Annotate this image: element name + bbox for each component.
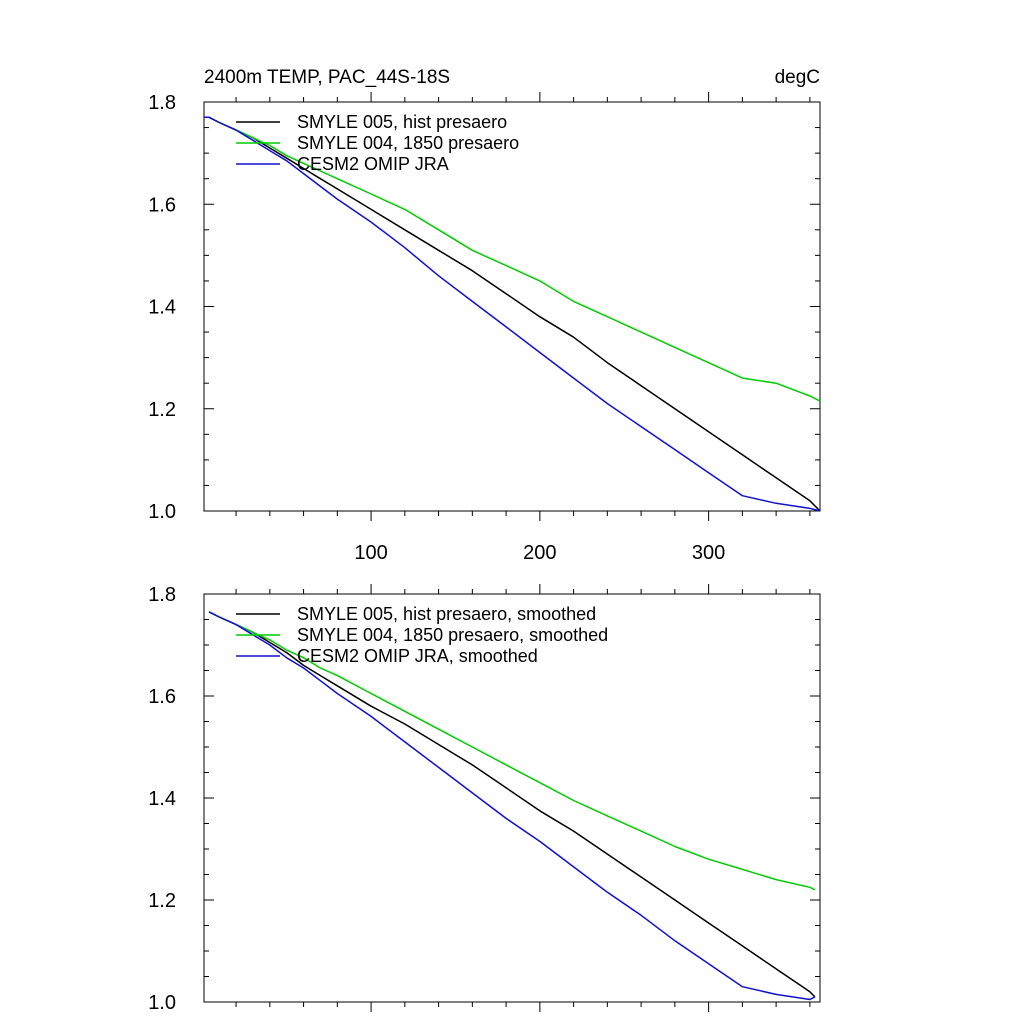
y-tick-label: 1.0 — [148, 501, 176, 523]
legend-entry: CESM2 OMIP JRA, smoothed — [297, 646, 538, 666]
y-tick-label: 1.0 — [148, 992, 176, 1014]
series-line-0 — [208, 611, 816, 998]
y-tick-label: 1.8 — [148, 92, 176, 114]
series-line-2 — [204, 116, 821, 512]
legend-entry: SMYLE 005, hist presaero — [297, 112, 507, 132]
legend-entry: SMYLE 005, hist presaero, smoothed — [297, 604, 596, 624]
top-panel: 1.8 1.6 1.4 1.2 1.0 100 200 300 2400m TEMP, PAC_… — [148, 67, 821, 564]
series-line-2 — [208, 611, 816, 1001]
y-tick-label: 1.4 — [148, 788, 176, 810]
y-tick-label: 1.2 — [148, 399, 176, 421]
chart-units: degC — [775, 67, 820, 88]
bottom-panel: 1.8 1.6 1.4 1.2 1.0 SMYLE 005, hist presaero,… — [148, 584, 821, 1014]
x-tick-label: 200 — [523, 542, 556, 564]
y-tick-label: 1.6 — [148, 194, 176, 216]
legend-entry: SMYLE 004, 1850 presaero — [297, 133, 519, 153]
y-tick-label: 1.6 — [148, 686, 176, 708]
legend-entry: CESM2 OMIP JRA — [297, 154, 449, 174]
y-tick-label: 1.2 — [148, 890, 176, 912]
series-line-1 — [204, 116, 821, 402]
y-tick-label: 1.8 — [148, 584, 176, 606]
x-tick-label: 300 — [692, 542, 725, 564]
y-tick-label: 1.4 — [148, 297, 176, 319]
chart-title: 2400m TEMP, PAC_44S-18S — [204, 67, 450, 88]
series-line-0 — [204, 116, 821, 512]
series-line-1 — [208, 611, 816, 891]
x-tick-label: 100 — [354, 542, 387, 564]
legend-entry: SMYLE 004, 1850 presaero, smoothed — [297, 625, 608, 645]
